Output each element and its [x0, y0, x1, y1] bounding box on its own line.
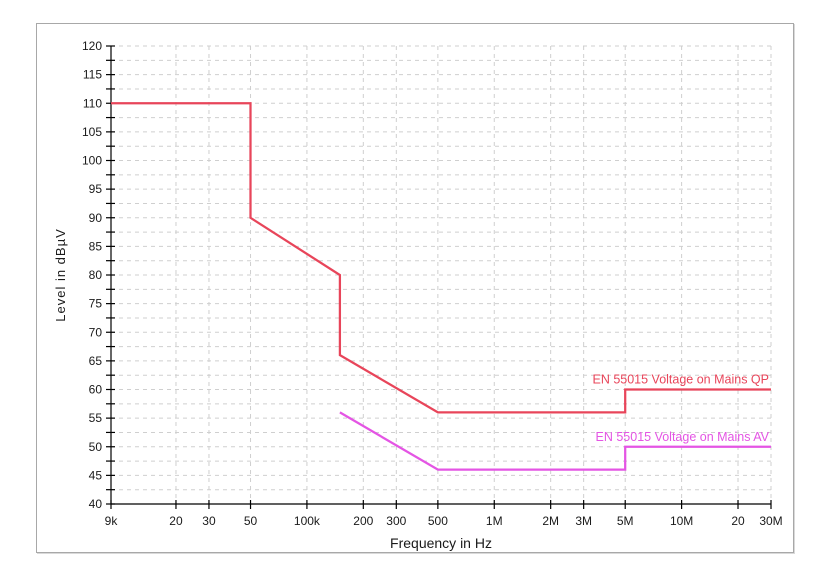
y-tick-label: 85 [89, 239, 103, 253]
y-tick-label: 110 [83, 96, 102, 110]
x-tick-label: 2M [542, 514, 559, 528]
x-tick-label: 3M [575, 514, 592, 528]
x-tick-label: 100k [294, 514, 321, 528]
y-tick-label: 100 [82, 154, 102, 168]
y-tick-label: 115 [83, 68, 102, 82]
x-tick-label: 10M [670, 514, 693, 528]
y-tick-label: 60 [89, 383, 103, 397]
x-tick-label: 50 [244, 514, 258, 528]
x-axis-title: Frequency in Hz [390, 535, 492, 551]
series-line-1 [339, 411, 771, 471]
tick-labels: 40 45 50 55 60 65 70 75 80 85 90 95 100 105 110 115 120 9… [82, 39, 783, 528]
y-axis-title: Level in dBµV [53, 228, 68, 321]
y-tick-label: 55 [89, 411, 103, 425]
x-tick-label: 1M [486, 514, 503, 528]
y-tick-label: 70 [89, 325, 103, 339]
series-lines [111, 102, 771, 471]
y-tick-label: 80 [89, 268, 103, 282]
y-tick-label: 105 [82, 125, 102, 139]
x-tick-label: 30M [759, 514, 782, 528]
y-tick-label: 90 [89, 211, 103, 225]
y-tick-label: 40 [89, 497, 103, 511]
x-tick-label: 300 [386, 514, 406, 528]
x-tick-label: 200 [353, 514, 373, 528]
y-tick-label: 120 [82, 39, 102, 53]
x-tick-label: 20 [169, 514, 183, 528]
x-tick-label: 5M [617, 514, 634, 528]
y-tick-label: 65 [89, 354, 103, 368]
axes-and-ticks [106, 45, 772, 509]
emc-limit-line-chart: 40 45 50 55 60 65 70 75 80 85 90 95 100 105 110 115 120 9… [53, 39, 783, 551]
series-label-qp: EN 55015 Voltage on Mains QP [592, 373, 769, 387]
x-tick-label: 500 [428, 514, 448, 528]
x-tick-label: 9k [105, 514, 119, 528]
chart-panel: 40 45 50 55 60 65 70 75 80 85 90 95 100 105 110 115 120 9… [36, 23, 794, 553]
y-tick-label: 45 [89, 468, 103, 482]
x-tick-label: 30 [202, 514, 216, 528]
series-line-0 [111, 102, 771, 414]
gridlines [110, 45, 772, 505]
x-tick-label: 20 [731, 514, 745, 528]
y-tick-label: 50 [89, 440, 103, 454]
y-tick-label: 95 [89, 182, 103, 196]
series-label-av: EN 55015 Voltage on Mains AV [596, 430, 770, 444]
y-tick-label: 75 [89, 297, 103, 311]
